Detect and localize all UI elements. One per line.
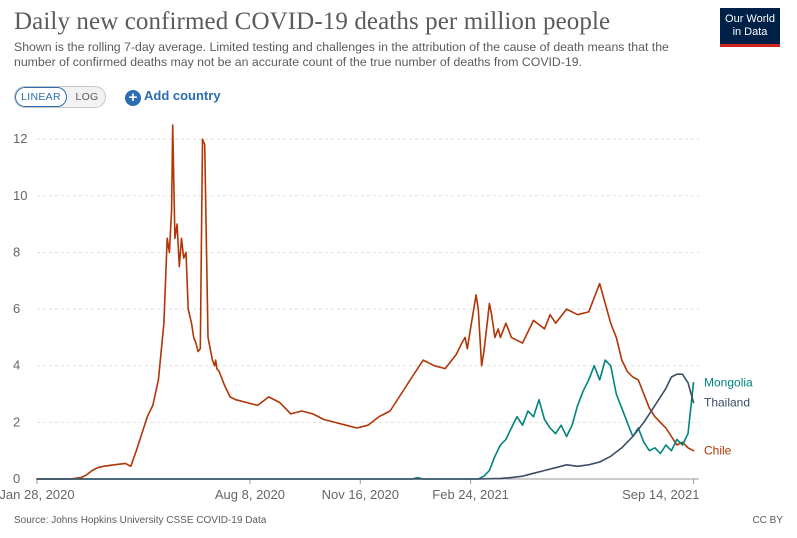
scale-toggle: LINEAR LOG <box>14 86 106 108</box>
y-tick-label-8: 8 <box>13 244 20 259</box>
series-label-chile[interactable]: Chile <box>704 444 732 458</box>
y-tick-label-4: 4 <box>13 358 20 373</box>
y-axis-tick-labels: 0 2 4 6 8 10 12 <box>13 131 27 486</box>
series-label-mongolia[interactable]: Mongolia <box>704 376 753 390</box>
y-tick-label-10: 10 <box>13 188 27 203</box>
x-tick-label-0: Jan 28, 2020 <box>0 487 75 502</box>
x-axis: Jan 28, 2020 Aug 8, 2020 Nov 16, 2020 Feb 2… <box>0 478 699 502</box>
x-tick-label-1: Aug 8, 2020 <box>215 487 285 502</box>
chart-title: Daily new confirmed COVID-19 deaths per … <box>14 8 611 35</box>
x-tick-label-2: Nov 16, 2020 <box>322 487 399 502</box>
grid-lines <box>37 138 699 423</box>
chart-subtitle: Shown is the rolling 7-day average. Limi… <box>14 40 669 69</box>
y-tick-label-2: 2 <box>13 414 20 429</box>
log-scale-button[interactable]: LOG <box>75 91 99 103</box>
plus-icon: + <box>125 90 141 106</box>
y-tick-label-6: 6 <box>13 301 20 316</box>
y-tick-label-12: 12 <box>13 131 27 146</box>
linear-scale-button[interactable]: LINEAR <box>15 87 67 107</box>
y-tick-label-0: 0 <box>13 471 20 486</box>
series-lines <box>36 124 695 480</box>
series-line-chile[interactable] <box>36 124 695 480</box>
series-labels: Mongolia Thailand Chile <box>704 376 753 458</box>
logo-line-2: in Data <box>732 26 768 38</box>
add-country-button[interactable]: + Add country <box>125 87 221 107</box>
logo-line-1: Our World <box>725 13 775 25</box>
owid-logo[interactable]: Our World in Data <box>720 8 780 47</box>
series-line-thailand[interactable] <box>36 373 695 480</box>
source-note[interactable]: Source: Johns Hopkins University CSSE CO… <box>14 515 267 526</box>
series-line-mongolia[interactable] <box>36 359 695 480</box>
x-tick-label-3: Feb 24, 2021 <box>432 487 509 502</box>
license-note[interactable]: CC BY <box>752 515 783 526</box>
x-tick-label-4: Sep 14, 2021 <box>622 487 699 502</box>
add-country-label: Add country <box>144 88 221 103</box>
series-label-thailand[interactable]: Thailand <box>704 396 750 410</box>
